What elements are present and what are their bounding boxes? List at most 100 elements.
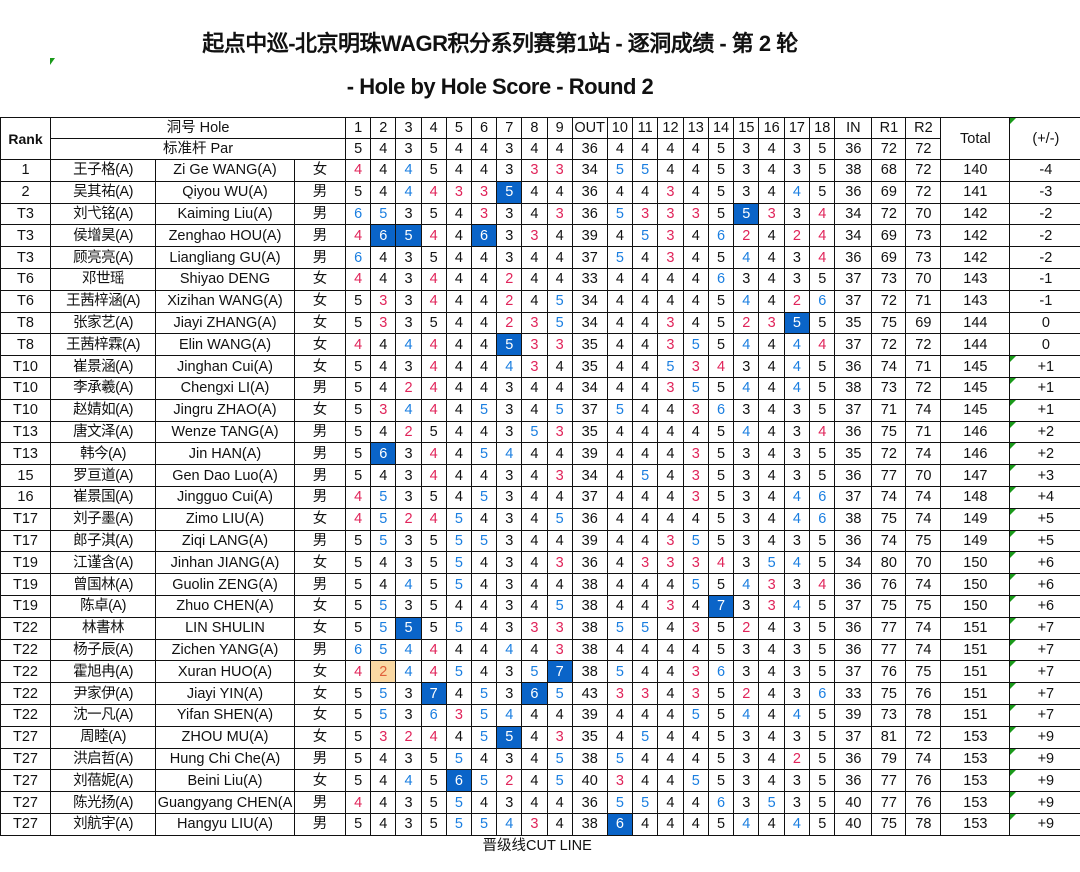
total-score: 145 [940, 376, 1011, 400]
hole-score: 3 [657, 333, 684, 357]
hole-score: 4 [657, 507, 684, 531]
hole-score: 2 [395, 420, 422, 444]
hole-score: 5 [707, 333, 735, 357]
hole-score: 4 [521, 769, 548, 793]
player-rank: T27 [0, 791, 51, 814]
r1-header: R1 [871, 117, 907, 139]
total-score: 150 [940, 573, 1011, 596]
hole-score: 4 [606, 573, 634, 596]
hole-score: 6 [345, 202, 372, 226]
table-row: T13 唐文泽(A) Wenze TANG(A) 男 5 4 2 5 4 4 3 5 3 35 4 4 4 4 5 4… [0, 420, 1080, 444]
table-row: T27 陈光扬(A) Guangyang CHEN(A 男 4 4 3 5 5 4 3 4 4 36 5 5 4… [0, 791, 1080, 814]
hole-score: 5 [345, 355, 372, 378]
hole-score: 4 [470, 289, 498, 313]
hole-score: 4 [420, 638, 447, 662]
player-gender: 女 [293, 703, 347, 727]
r2-score: 75 [905, 529, 942, 553]
hole-score: 2 [370, 660, 397, 684]
hole-score: 5 [420, 573, 447, 596]
hole-number: 8 [521, 117, 548, 139]
hole-score: 2 [496, 267, 523, 291]
player-name-en: Xizihan WANG(A) [155, 289, 295, 313]
hole-score: 4 [758, 289, 785, 313]
hole-score: 5 [657, 355, 684, 378]
player-name-en: Qiyou WU(A) [155, 180, 295, 204]
hole-score: 5 [546, 747, 573, 771]
hole-score: 4 [546, 267, 573, 291]
hole-score: 4 [631, 638, 659, 662]
hole-score: 5 [707, 376, 735, 400]
hole-score: 3 [395, 791, 422, 814]
player-rank: T27 [0, 725, 51, 749]
to-par: +7 [1009, 616, 1080, 640]
hole-score: 4 [395, 159, 422, 182]
hole-score: 5 [707, 573, 735, 596]
hole-score: 3 [395, 682, 422, 705]
hole-score: 4 [606, 311, 634, 335]
hole-score: 5 [606, 791, 634, 814]
hole-score: 5 [682, 769, 709, 793]
out-score: 39 [571, 703, 608, 727]
hole-score: 7 [546, 660, 573, 684]
hole-score: 4 [445, 442, 472, 466]
hole-score: 4 [758, 703, 785, 727]
in-score: 33 [834, 682, 873, 705]
hole-score: 4 [496, 638, 523, 662]
hole-score: 2 [783, 224, 811, 248]
r2-score: 76 [905, 791, 942, 814]
hole-par: 4 [758, 138, 785, 160]
hole-score: 5 [420, 747, 447, 771]
out-score: 35 [571, 333, 608, 357]
hole-score: 4 [420, 224, 447, 248]
player-name-en: Liangliang GU(A) [155, 246, 295, 269]
out-score: 34 [571, 159, 608, 182]
hole-score: 5 [809, 442, 836, 466]
hole-par: 3 [783, 138, 811, 160]
hole-score: 4 [657, 703, 684, 727]
out-score: 43 [571, 682, 608, 705]
r1-score: 81 [871, 725, 907, 749]
hole-score: 4 [783, 355, 811, 378]
hole-score: 4 [631, 747, 659, 771]
hole-score: 3 [521, 616, 548, 640]
hole-score: 4 [521, 507, 548, 531]
hole-score: 4 [657, 398, 684, 422]
hole-score: 4 [631, 420, 659, 444]
hole-score: 4 [809, 420, 836, 444]
hole-score: 5 [445, 812, 472, 836]
in-score: 40 [834, 812, 873, 836]
hole-score: 4 [470, 464, 498, 487]
hole-score: 4 [733, 703, 760, 727]
hole-score: 4 [370, 573, 397, 596]
to-par: -1 [1009, 267, 1080, 291]
r2-score: 72 [905, 180, 942, 204]
hole-score: 4 [758, 333, 785, 357]
hole-score: 4 [758, 224, 785, 248]
player-rank: T27 [0, 812, 51, 836]
r2-score: 74 [905, 638, 942, 662]
hole-score: 4 [682, 507, 709, 531]
hole-score: 4 [420, 355, 447, 378]
hole-score: 5 [809, 180, 836, 204]
to-par: +9 [1009, 769, 1080, 793]
hole-score: 4 [470, 594, 498, 618]
r1-score: 77 [871, 638, 907, 662]
hole-score: 5 [546, 398, 573, 422]
total-score: 153 [940, 725, 1011, 749]
hole-score: 5 [707, 442, 735, 466]
hole-score: 3 [783, 660, 811, 684]
hole-score: 3 [657, 311, 684, 335]
player-name-en: Jingru ZHAO(A) [155, 398, 295, 422]
comment-flag-icon [50, 58, 55, 65]
player-name-cn: 刘弋铭(A) [50, 202, 156, 226]
par-label: 标准杆 Par [49, 138, 347, 160]
out-score: 36 [571, 202, 608, 226]
hole-score: 5 [606, 246, 634, 269]
r2-score: 76 [905, 682, 942, 705]
total-score: 153 [940, 747, 1011, 771]
par-row: 标准杆 Par 5 4 3 5 4 4 3 4 4 36 4 4 4 4 5 3 4 3 5 36 72 72 [1, 138, 1080, 160]
hole-par: 3 [395, 138, 422, 160]
player-name-cn: 张家艺(A) [50, 311, 156, 335]
hole-score: 3 [631, 551, 659, 575]
total-score: 140 [940, 159, 1011, 182]
